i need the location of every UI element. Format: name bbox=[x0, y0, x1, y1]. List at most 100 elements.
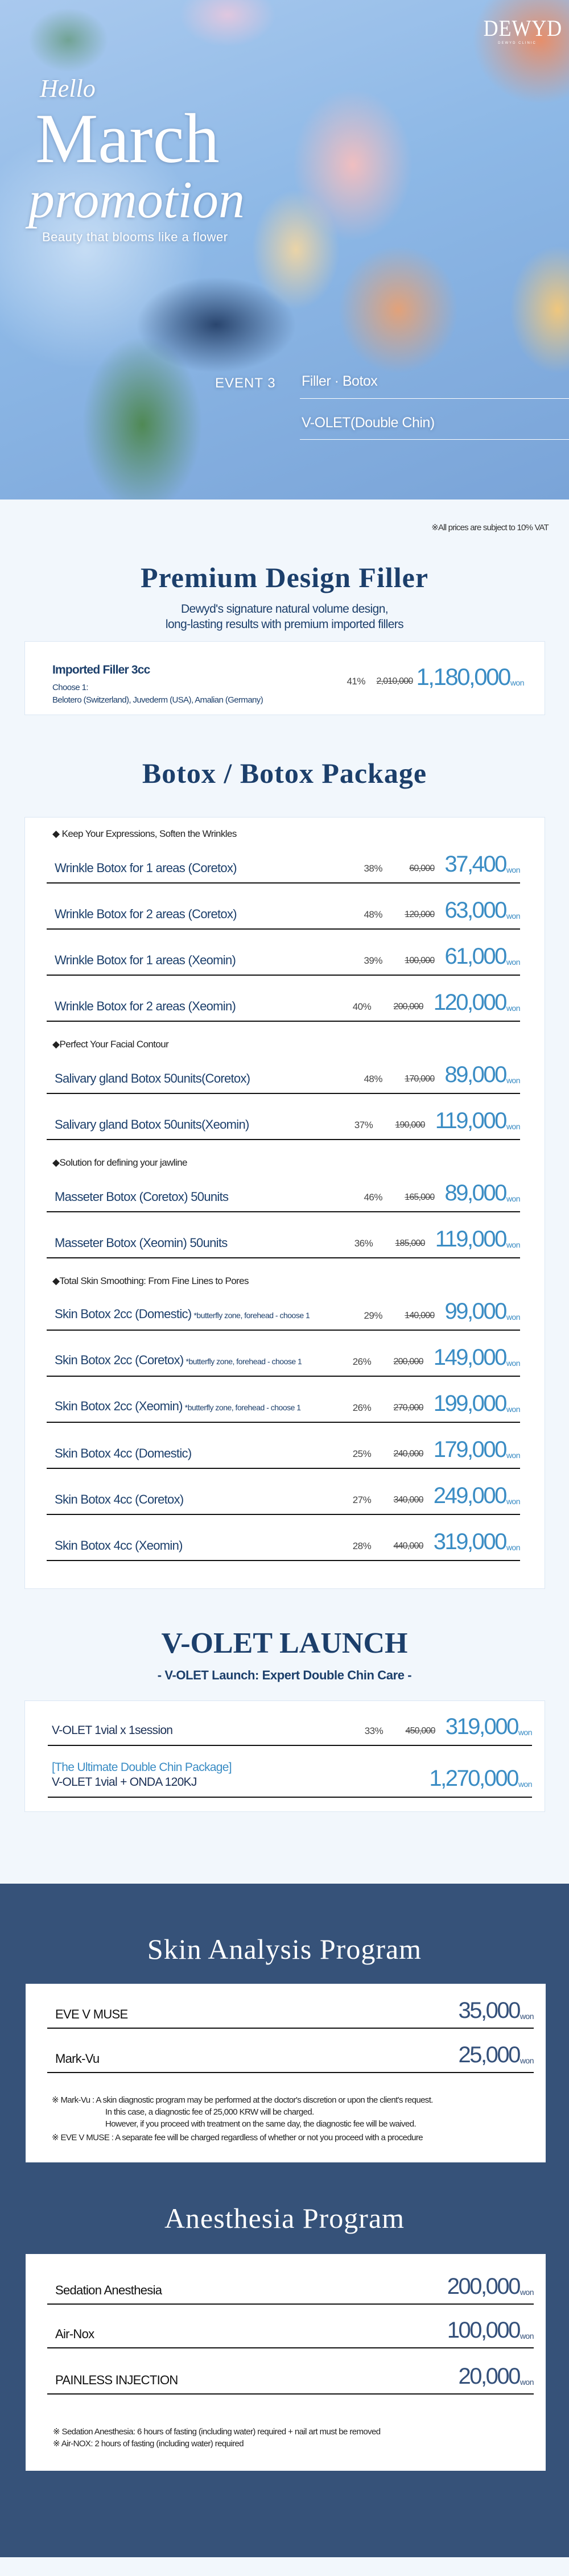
item-label: Salivary gland Botox 50units(Xeomin) bbox=[55, 1117, 354, 1132]
item-note: *butterfly zone, forehead - choose 1 bbox=[185, 1357, 302, 1366]
sale-price: 37,400 bbox=[444, 852, 507, 877]
currency-unit: won bbox=[506, 865, 521, 874]
original-price: 200,000 bbox=[393, 1002, 423, 1012]
section-title-volet: V-OLET LAUNCH bbox=[161, 1627, 408, 1659]
logo-wordmark: DEWYD bbox=[483, 15, 563, 41]
programs-section: Skin Analysis Program EVE V MUSE 35,000 wo… bbox=[0, 1884, 569, 2557]
item-label: Skin Botox 4cc (Coretox) bbox=[55, 1492, 353, 1507]
original-price: 270,000 bbox=[393, 1403, 423, 1413]
currency-unit: won bbox=[506, 1004, 521, 1013]
item-label: Skin Botox 2cc (Xeomin) *butterfly zone, … bbox=[55, 1399, 353, 1415]
volet-subtitle: - V-OLET Launch: Expert Double Chin Care… bbox=[157, 1668, 412, 1682]
item-name: Skin Botox 4cc (Coretox) bbox=[55, 1492, 184, 1506]
price-row[interactable]: Skin Botox 4cc (Domestic) 25% 240,000 179,0… bbox=[47, 1423, 521, 1469]
price-row[interactable]: Skin Botox 4cc (Xeomin) 28% 440,000 319,000… bbox=[47, 1515, 521, 1561]
price-row[interactable]: Skin Botox 2cc (Xeomin) *butterfly zone, … bbox=[47, 1377, 521, 1423]
currency-unit: won bbox=[506, 1359, 521, 1368]
discount-percent: 33% bbox=[364, 1725, 384, 1736]
price-row[interactable]: Salivary gland Botox 50units(Xeomin) 37% 1… bbox=[47, 1094, 521, 1140]
currency-unit: won bbox=[519, 2377, 534, 2387]
price-row[interactable]: V-OLET 1vial x 1session 33% 450,000 319,000… bbox=[48, 1701, 533, 1746]
sale-price: 200,000 bbox=[447, 2274, 521, 2299]
sale-price: 319,000 bbox=[433, 1529, 508, 1554]
item-name: Sedation Anesthesia bbox=[55, 2283, 162, 2297]
currency-unit: won bbox=[519, 2056, 534, 2065]
clinic-logo: DEWYD DEWYD CLINIC bbox=[480, 15, 563, 46]
currency-unit: won bbox=[506, 1122, 521, 1131]
item-name: V-OLET 1vial x 1session bbox=[52, 1724, 173, 1737]
currency-unit: won bbox=[506, 1405, 521, 1414]
sale-price: 120,000 bbox=[433, 990, 508, 1015]
note-line: ※ EVE V MUSE : A separate fee will be ch… bbox=[26, 2132, 546, 2144]
price-row[interactable]: EVE V MUSE 35,000 won bbox=[47, 1984, 534, 2029]
hero-title-promotion: promotion bbox=[28, 171, 245, 229]
event-item-filler-botox[interactable]: Filler · Botox bbox=[302, 373, 378, 389]
price-row[interactable]: Mark-Vu 25,000 won bbox=[47, 2029, 534, 2073]
price-row[interactable]: Skin Botox 2cc (Coretox) *butterfly zone,… bbox=[47, 1331, 521, 1377]
price-row[interactable]: Masseter Botox (Xeomin) 50units 36% 185,00… bbox=[47, 1212, 521, 1258]
item-name: EVE V MUSE bbox=[55, 2007, 128, 2021]
filler-subtitle-line1: Dewyd's signature natural volume design, bbox=[180, 602, 389, 616]
sale-price: 89,000 bbox=[444, 1062, 507, 1087]
section-title-anesthesia: Anesthesia Program bbox=[164, 2202, 405, 2234]
anesthesia-card: Sedation Anesthesia 200,000 won Air-Nox 100,… bbox=[26, 2254, 546, 2471]
price-row[interactable]: Wrinkle Botox for 2 areas (Xeomin) 40% 200… bbox=[47, 976, 521, 1022]
price-row[interactable]: PAINLESS INJECTION 20,000 won bbox=[47, 2348, 534, 2395]
item-label: Air-Nox bbox=[55, 2327, 447, 2342]
item-name: PAINLESS INJECTION bbox=[55, 2373, 178, 2387]
price-row[interactable]: Wrinkle Botox for 1 areas (Coretox) 38% 60… bbox=[47, 837, 521, 884]
discount-percent: 29% bbox=[364, 1310, 382, 1321]
currency-unit: won bbox=[506, 1451, 521, 1460]
hero-title-month: March bbox=[35, 100, 220, 177]
price-row[interactable]: Salivary gland Botox 50units(Coretox) 48%… bbox=[47, 1048, 521, 1094]
sale-price: 61,000 bbox=[444, 944, 507, 969]
original-price: 450,000 bbox=[405, 1726, 435, 1736]
note-text: A separate fee will be charged regardles… bbox=[115, 2133, 423, 2142]
note-line: In this case, a diagnostic fee of 25,000… bbox=[26, 2106, 546, 2118]
price-row[interactable]: Masseter Botox (Coretox) 50units 46% 165,0… bbox=[47, 1166, 521, 1212]
original-price: 440,000 bbox=[393, 1541, 423, 1551]
group-heading: ◆Perfect Your Facial Contour bbox=[25, 1022, 545, 1050]
event-label: EVENT 3 bbox=[215, 375, 276, 391]
note-line: ※ Sedation Anesthesia: 6 hours of fastin… bbox=[53, 2427, 381, 2437]
original-price: 165,000 bbox=[405, 1192, 435, 1202]
currency-unit: won bbox=[506, 957, 521, 967]
item-label: [The Ultimate Double Chin Package] V-OLET… bbox=[52, 1760, 429, 1790]
volet-card: V-OLET 1vial x 1session 33% 450,000 319,000… bbox=[24, 1700, 545, 1812]
item-name: Wrinkle Botox for 1 areas (Xeomin) bbox=[55, 953, 236, 967]
price-row[interactable]: Skin Botox 2cc (Domestic) *butterfly zone… bbox=[47, 1285, 521, 1331]
vat-note: ※All prices are subject to 10% VAT bbox=[431, 523, 549, 532]
price-row[interactable]: Air-Nox 100,000 won bbox=[47, 2305, 534, 2348]
currency-unit: won bbox=[506, 1194, 521, 1203]
item-label: Wrinkle Botox for 2 areas (Coretox) bbox=[55, 907, 364, 922]
divider bbox=[300, 398, 569, 399]
original-price: 2,010,000 bbox=[376, 676, 413, 686]
original-price: 190,000 bbox=[395, 1120, 425, 1130]
hero-hello: Hello bbox=[40, 75, 96, 102]
currency-unit: won bbox=[506, 1240, 521, 1249]
event-item-volet[interactable]: V-OLET(Double Chin) bbox=[302, 415, 435, 431]
price-row[interactable]: Sedation Anesthesia 200,000 won bbox=[47, 2254, 534, 2305]
sale-price: 100,000 bbox=[447, 2318, 521, 2343]
item-name: Salivary gland Botox 50units(Coretox) bbox=[55, 1071, 250, 1085]
price-row[interactable]: Wrinkle Botox for 2 areas (Coretox) 48% 12… bbox=[47, 884, 521, 930]
discount-percent: 48% bbox=[364, 909, 382, 920]
filler-subtitle-line2: long-lasting results with premium import… bbox=[165, 618, 404, 631]
original-price: 240,000 bbox=[393, 1449, 423, 1459]
item-name: Wrinkle Botox for 1 areas (Coretox) bbox=[55, 861, 237, 875]
item-label: Wrinkle Botox for 1 areas (Xeomin) bbox=[55, 953, 364, 968]
note-line: ※ Air-NOX: 2 hours of fasting (including… bbox=[53, 2439, 244, 2449]
price-row[interactable]: Skin Botox 4cc (Coretox) 27% 340,000 249,00… bbox=[47, 1469, 521, 1515]
item-name: Air-Nox bbox=[55, 2327, 94, 2341]
price-row[interactable]: [The Ultimate Double Chin Package] V-OLET… bbox=[48, 1746, 533, 1798]
item-name: V-OLET 1vial + ONDA 120KJ bbox=[52, 1776, 197, 1789]
group-heading-text: ◆Total Skin Smoothing: From Fine Lines t… bbox=[52, 1275, 249, 1286]
sale-price: 319,000 bbox=[445, 1714, 519, 1739]
note-text: In this case, a diagnostic fee of 25,000… bbox=[105, 2107, 314, 2117]
currency-unit: won bbox=[519, 2012, 534, 2021]
sale-price: 249,000 bbox=[433, 1483, 508, 1508]
item-note: *butterfly zone, forehead - choose 1 bbox=[193, 1311, 310, 1320]
price-row[interactable]: Wrinkle Botox for 1 areas (Xeomin) 39% 100… bbox=[47, 930, 521, 976]
discount-percent: 46% bbox=[364, 1192, 382, 1203]
discount-percent: 40% bbox=[352, 1001, 372, 1012]
